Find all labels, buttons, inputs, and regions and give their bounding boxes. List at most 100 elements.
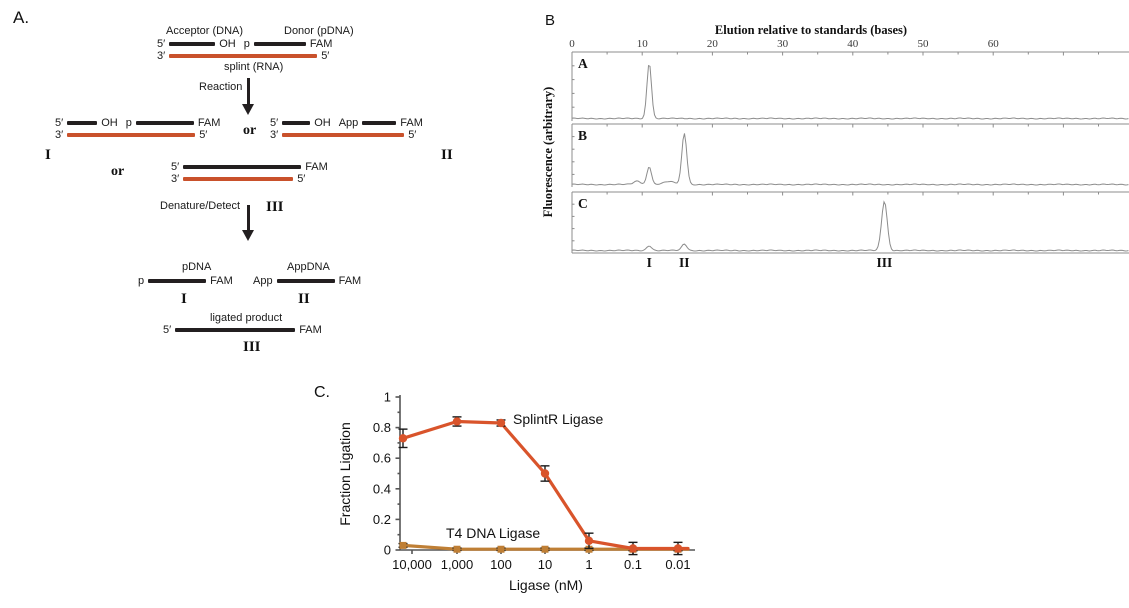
- five-prime-label: 5′: [321, 50, 330, 62]
- dna-strand-line: [253, 42, 306, 46]
- three-prime-label: 3′: [157, 50, 166, 62]
- data-point: [673, 544, 683, 553]
- peak-label: I: [647, 255, 652, 270]
- app-label: App: [338, 117, 359, 129]
- substrate-top-strand: 5′ OH p FAM: [157, 38, 332, 50]
- phosphate-label: p: [125, 117, 132, 129]
- three-prime-label: 3′: [171, 173, 180, 185]
- five-prime-label: 5′: [163, 324, 172, 336]
- data-point: [584, 536, 594, 546]
- five-prime-label: 5′: [270, 117, 279, 129]
- down-arrow: [247, 205, 250, 231]
- numeral-iii: III: [266, 199, 284, 215]
- appdna-label: AppDNA: [287, 261, 330, 273]
- ligated-product-label: ligated product: [210, 312, 283, 324]
- elution-tick-label: 30: [777, 38, 789, 50]
- data-point: [452, 417, 462, 426]
- panel-b-label: B: [545, 12, 556, 29]
- oh-label: OH: [314, 117, 331, 129]
- data-point: [399, 541, 407, 549]
- elution-tick-label: 0: [569, 38, 575, 50]
- acceptor-dna-label: Acceptor (DNA): [166, 25, 244, 37]
- appdna-strand: App FAM: [253, 275, 361, 287]
- peak-label: II: [679, 255, 690, 270]
- elution-tick-label: 50: [918, 38, 930, 50]
- elution-tick-label: 20: [707, 38, 719, 50]
- series-label-splintr: SplintR Ligase: [513, 411, 603, 427]
- dna-strand-line: [135, 121, 194, 125]
- trace-label: A: [578, 56, 588, 71]
- donor-pdna-label: Donor (pDNA): [284, 25, 354, 37]
- phosphate-label: p: [243, 38, 250, 50]
- panel-c-label: C.: [314, 384, 330, 401]
- chromatogram-trace: [571, 133, 1129, 186]
- product-ii-splint-strand: 3′ 5′: [270, 129, 416, 141]
- oh-label: OH: [219, 38, 236, 50]
- oh-label: OH: [101, 117, 118, 129]
- series-line: [401, 419, 690, 551]
- product-iii-splint-strand: 3′ 5′: [171, 173, 305, 185]
- down-arrow-head: [242, 104, 254, 115]
- data-point: [541, 545, 549, 553]
- product-iii-top-strand: 5′ FAM: [171, 161, 328, 173]
- x-axis-label: Ligase (nM): [509, 577, 583, 593]
- rna-strand-line: [282, 133, 405, 137]
- dna-strand-line: [282, 121, 311, 125]
- data-point: [628, 544, 638, 553]
- x-tick-label: 10,000: [392, 557, 432, 572]
- denature-detect-label: Denature/Detect: [160, 200, 241, 212]
- splint-rna-label: splint (RNA): [224, 61, 284, 73]
- five-prime-label: 5′: [408, 129, 417, 141]
- elution-axis-title: Elution relative to standards (bases): [715, 23, 907, 37]
- phosphate-label: p: [138, 275, 145, 287]
- numeral-ii: II: [441, 147, 453, 163]
- fluorescence-axis-label: Fluorescence (arbitrary): [541, 87, 555, 218]
- fam-label: FAM: [400, 117, 423, 129]
- or-label: or: [243, 123, 257, 138]
- fam-label: FAM: [338, 275, 362, 287]
- dna-strand-line: [183, 165, 302, 169]
- numeral-i: I: [181, 291, 187, 307]
- dna-strand-line: [276, 279, 335, 283]
- dna-strand-line: [169, 42, 216, 46]
- x-tick-label: 0.01: [665, 557, 690, 572]
- fam-label: FAM: [299, 324, 322, 336]
- data-point: [540, 469, 550, 478]
- splint-strand: 3′ 5′: [157, 50, 329, 62]
- rna-strand-line: [169, 54, 318, 58]
- x-tick-label: 0.1: [624, 557, 642, 572]
- peak-label: III: [877, 255, 893, 270]
- fam-label: FAM: [197, 117, 221, 129]
- y-tick-label: 0.4: [373, 481, 391, 496]
- reaction-label: Reaction: [199, 81, 243, 93]
- panel-b-chromatogram-plot: Elution relative to standards (bases) 0 10…: [541, 23, 1129, 270]
- chromatogram-trace: [571, 200, 1129, 252]
- three-prime-label: 3′: [270, 129, 279, 141]
- five-prime-label: 5′: [157, 38, 166, 50]
- x-tick-label: 10: [538, 557, 552, 572]
- or-label: or: [111, 164, 125, 179]
- y-tick-label: 1: [384, 390, 391, 405]
- down-arrow-head: [242, 230, 254, 241]
- product-i-splint-strand: 3′ 5′: [55, 129, 207, 141]
- rna-strand-line: [67, 133, 196, 137]
- dna-strand-line: [362, 121, 397, 125]
- y-axis-label: Fraction Ligation: [337, 422, 353, 526]
- x-tick-label: 100: [490, 557, 512, 572]
- numeral-iii: III: [243, 339, 261, 355]
- panel-a-label: A.: [13, 8, 30, 27]
- series-label-t4: T4 DNA Ligase: [446, 525, 540, 541]
- ligated-product-strand: 5′ FAM: [163, 324, 322, 336]
- data-point: [398, 434, 408, 443]
- product-ii-top-strand: 5′ OH App FAM: [270, 117, 423, 129]
- pdna-strand: p FAM: [138, 275, 233, 287]
- fam-label: FAM: [305, 161, 328, 173]
- numeral-i: I: [45, 147, 51, 163]
- pdna-label: pDNA: [182, 261, 212, 273]
- dna-strand-line: [148, 279, 207, 283]
- y-tick-label: 0.8: [373, 420, 391, 435]
- data-point: [496, 418, 506, 428]
- elution-tick-label: 40: [847, 38, 859, 50]
- trace-label: C: [578, 196, 588, 211]
